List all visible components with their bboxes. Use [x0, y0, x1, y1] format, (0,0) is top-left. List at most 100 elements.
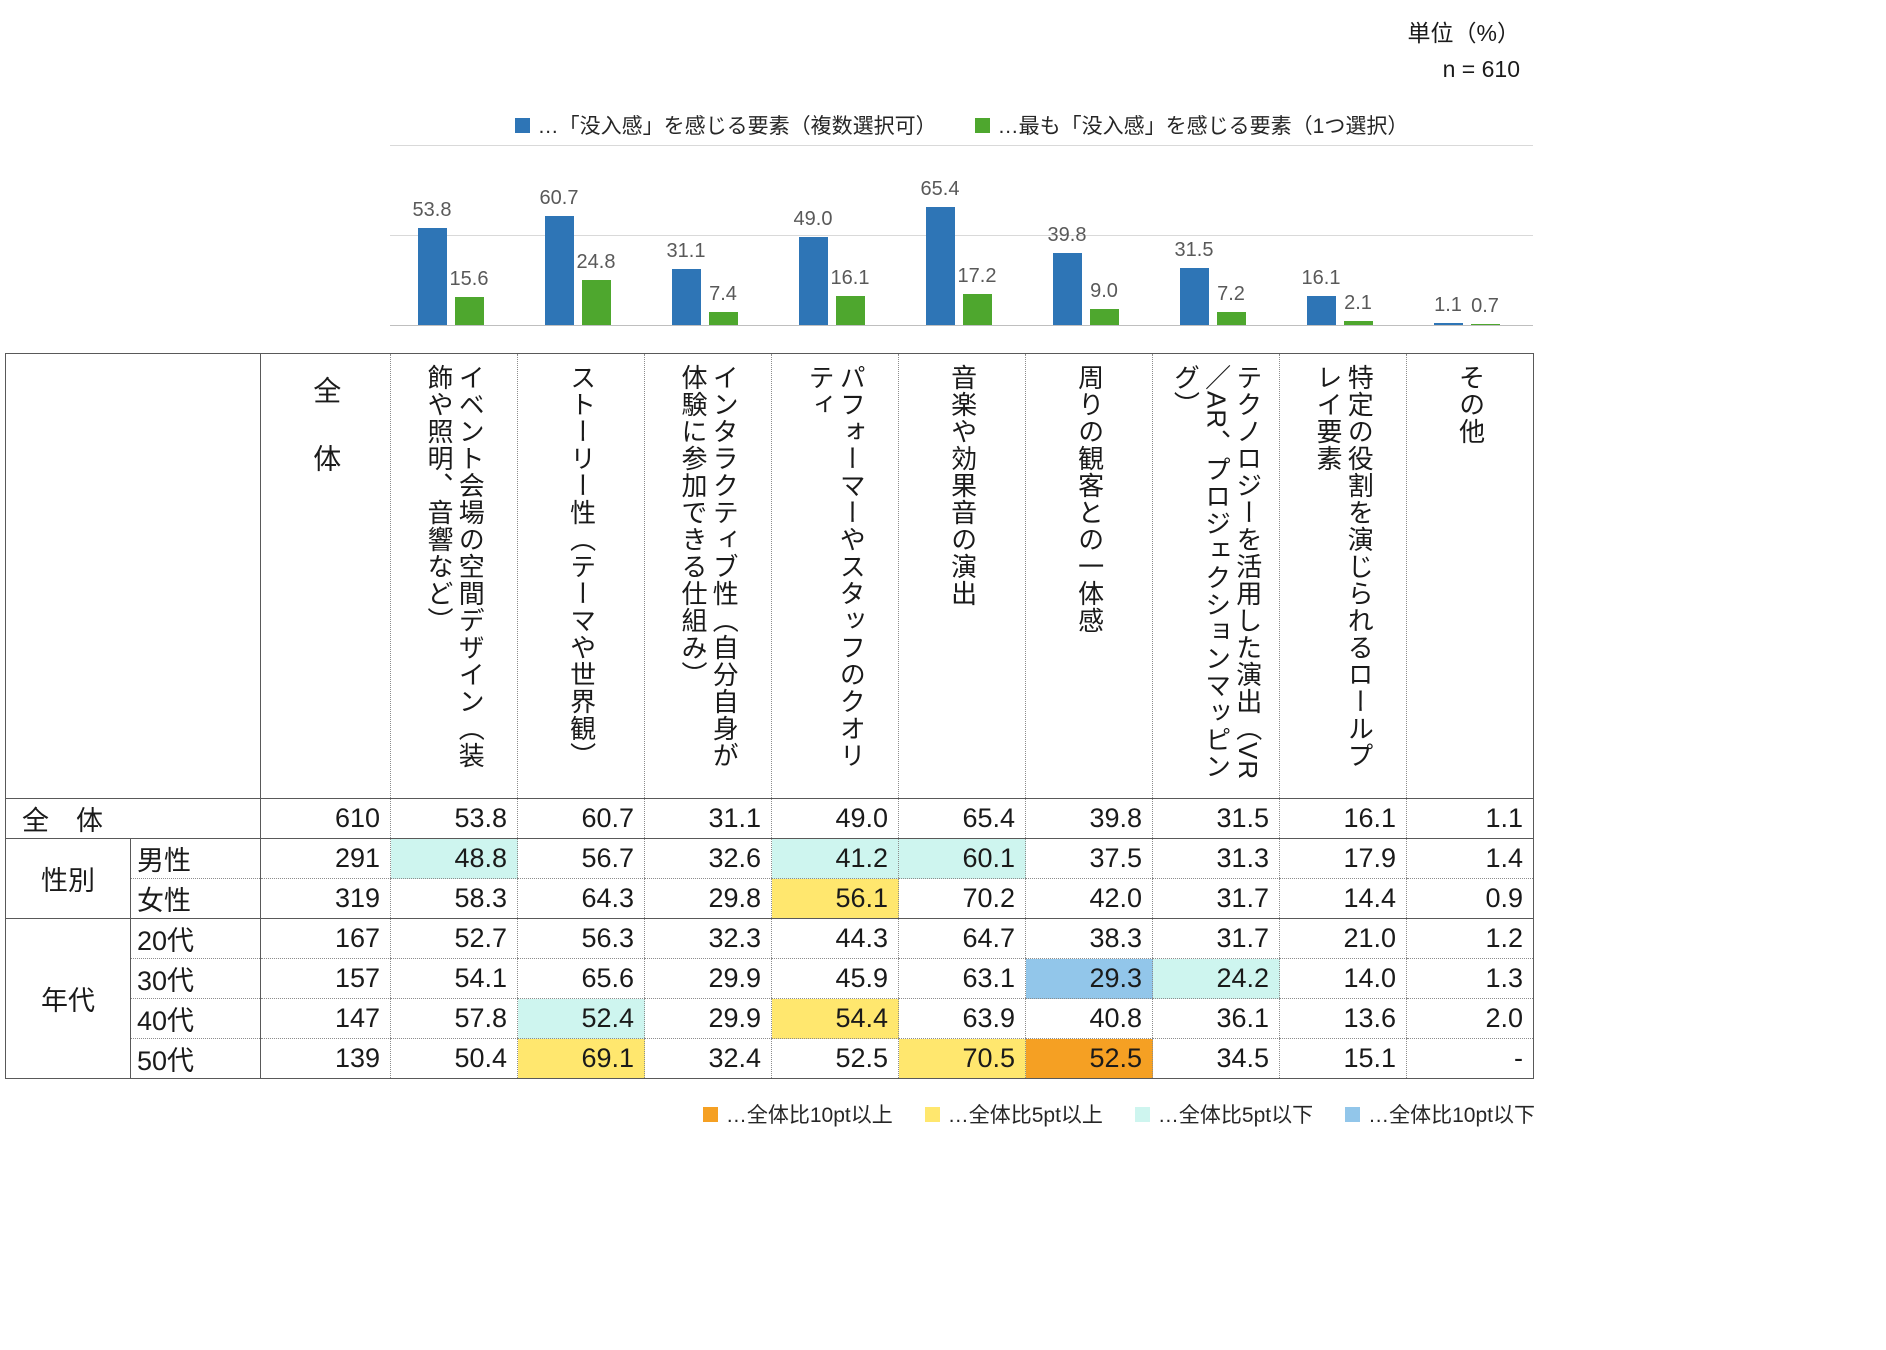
row-label: 50代	[130, 1038, 261, 1079]
legend-swatch-icon	[924, 1106, 940, 1122]
value-cell: 56.1	[771, 878, 899, 919]
value-cell: 16.1	[1279, 798, 1407, 839]
n-value-cell: 319	[260, 878, 391, 919]
bar-group: 65.4 17.2	[898, 146, 1025, 326]
column-header-text: 全 体	[310, 376, 342, 478]
column-header: 周りの観客との一体感	[1025, 353, 1153, 799]
value-cell: 60.1	[898, 838, 1026, 879]
value-cell: 1.2	[1406, 918, 1534, 959]
table-legend-item: …全体比5pt以上	[924, 1099, 1103, 1129]
value-cell: 14.0	[1279, 958, 1407, 999]
table-legend-item: …全体比10pt以上	[702, 1099, 893, 1129]
value-cell: 24.2	[1152, 958, 1280, 999]
x-axis-line	[390, 325, 1533, 326]
value-cell: 70.5	[898, 1038, 1026, 1079]
value-cell: 64.3	[517, 878, 645, 919]
value-cell: 41.2	[771, 838, 899, 879]
value-cell: 54.4	[771, 998, 899, 1039]
bar-single-select	[963, 294, 992, 325]
bar-value-label: 65.4	[920, 178, 960, 200]
bar-value-label: 53.8	[412, 199, 452, 221]
value-cell: 29.3	[1025, 958, 1153, 999]
value-cell: 15.1	[1279, 1038, 1407, 1079]
value-cell: 69.1	[517, 1038, 645, 1079]
bar-value-label: 7.2	[1217, 283, 1245, 305]
chart-legend-label: …最も「没入感」を感じる要素（1つ選択）	[997, 115, 1409, 138]
column-header: その他	[1406, 353, 1534, 799]
value-cell: 39.8	[1025, 798, 1153, 839]
column-header-text: インタラクティブ性（自分自身が体験に参加できる仕組み）	[678, 364, 740, 769]
n-value-cell: 147	[260, 998, 391, 1039]
column-header-text: パフォーマーやスタッフのクオリティ	[805, 364, 867, 769]
value-cell: 52.5	[771, 1038, 899, 1079]
table-legend-item: …全体比5pt以下	[1134, 1099, 1313, 1129]
column-header-text: イベント会場の空間デザイン（装飾や照明、音響など）	[424, 364, 486, 769]
table-legend-label: …全体比10pt以上	[725, 1104, 893, 1127]
bar-group: 31.1 7.4	[644, 146, 771, 326]
table-legend-item: …全体比10pt以下	[1345, 1099, 1535, 1129]
value-cell: 31.1	[644, 798, 772, 839]
value-cell: 14.4	[1279, 878, 1407, 919]
table-highlight-legend: …全体比10pt以上 …全体比5pt以上 …全体比5pt以下 …全体比10pt以下	[5, 1099, 1535, 1129]
bar-multi-select	[672, 269, 701, 325]
value-cell: 31.7	[1152, 878, 1280, 919]
column-header: 音楽や効果音の演出	[898, 353, 1026, 799]
group-label: 性別	[5, 838, 131, 919]
chart-legend-item: …「没入感」を感じる要素（複数選択可）	[514, 110, 937, 140]
bar-value-label: 0.7	[1471, 295, 1499, 317]
bar-multi-select	[1180, 268, 1209, 325]
bar-group: 16.1 2.1	[1279, 146, 1406, 326]
chart-legend-item: …最も「没入感」を感じる要素（1つ選択）	[974, 110, 1409, 140]
chart-legend-label: …「没入感」を感じる要素（複数選択可）	[537, 115, 937, 138]
value-cell: 1.1	[1406, 798, 1534, 839]
bar-single-select	[836, 296, 865, 325]
bar-group: 60.7 24.8	[517, 146, 644, 326]
value-cell: 32.6	[644, 838, 772, 879]
value-cell: 38.3	[1025, 918, 1153, 959]
column-header-text: 音楽や効果音の演出	[947, 364, 978, 607]
corner-cell	[5, 353, 261, 799]
unit-label: 単位（%）	[1407, 20, 1520, 46]
bar-group: 1.1 0.7	[1406, 146, 1533, 326]
bar-multi-select	[418, 228, 447, 325]
bar-value-label: 49.0	[793, 208, 833, 230]
legend-swatch-icon	[702, 1106, 718, 1122]
bar-group: 53.8 15.6	[390, 146, 517, 326]
bar-value-label: 31.5	[1174, 239, 1214, 261]
bar-multi-select	[545, 216, 574, 325]
chart-legend: …「没入感」を感じる要素（複数選択可） …最も「没入感」を感じる要素（1つ選択）	[390, 110, 1533, 140]
value-cell: 63.1	[898, 958, 1026, 999]
value-cell: 21.0	[1279, 918, 1407, 959]
column-header-text: 周りの観客との一体感	[1074, 364, 1105, 634]
bar-group: 49.0 16.1	[771, 146, 898, 326]
value-cell: 60.7	[517, 798, 645, 839]
n-value-cell: 167	[260, 918, 391, 959]
n-value-cell: 139	[260, 1038, 391, 1079]
column-header: インタラクティブ性（自分自身が体験に参加できる仕組み）	[644, 353, 772, 799]
n-value-cell: 610	[260, 798, 391, 839]
bar-multi-select	[1307, 296, 1336, 325]
value-cell: 32.4	[644, 1038, 772, 1079]
bar-value-label: 16.1	[1301, 267, 1341, 289]
bar-value-label: 17.2	[957, 265, 997, 287]
column-header-text: 特定の役割を演じられるロールプレイ要素	[1313, 364, 1375, 769]
value-cell: 29.8	[644, 878, 772, 919]
value-cell: 54.1	[390, 958, 518, 999]
column-header: イベント会場の空間デザイン（装飾や照明、音響など）	[390, 353, 518, 799]
value-cell: 31.7	[1152, 918, 1280, 959]
column-header: ストーリー性（テーマや世界観）	[517, 353, 645, 799]
gridline	[390, 145, 1533, 146]
n-value-cell: 291	[260, 838, 391, 879]
value-cell: 2.0	[1406, 998, 1534, 1039]
bar-multi-select	[926, 207, 955, 325]
column-header-text: テクノロジーを活用した演出（VR／AR、プロジェクションマッピング）	[1170, 364, 1263, 781]
value-cell: 57.8	[390, 998, 518, 1039]
row-label: 女性	[130, 878, 261, 919]
column-header-text: ストーリー性（テーマや世界観）	[566, 364, 597, 769]
bar-value-label: 24.8	[576, 251, 616, 273]
column-header-text: その他	[1455, 364, 1486, 445]
value-cell: 13.6	[1279, 998, 1407, 1039]
legend-swatch-icon	[974, 117, 990, 133]
value-cell: 49.0	[771, 798, 899, 839]
bar-value-label: 1.1	[1434, 294, 1462, 316]
